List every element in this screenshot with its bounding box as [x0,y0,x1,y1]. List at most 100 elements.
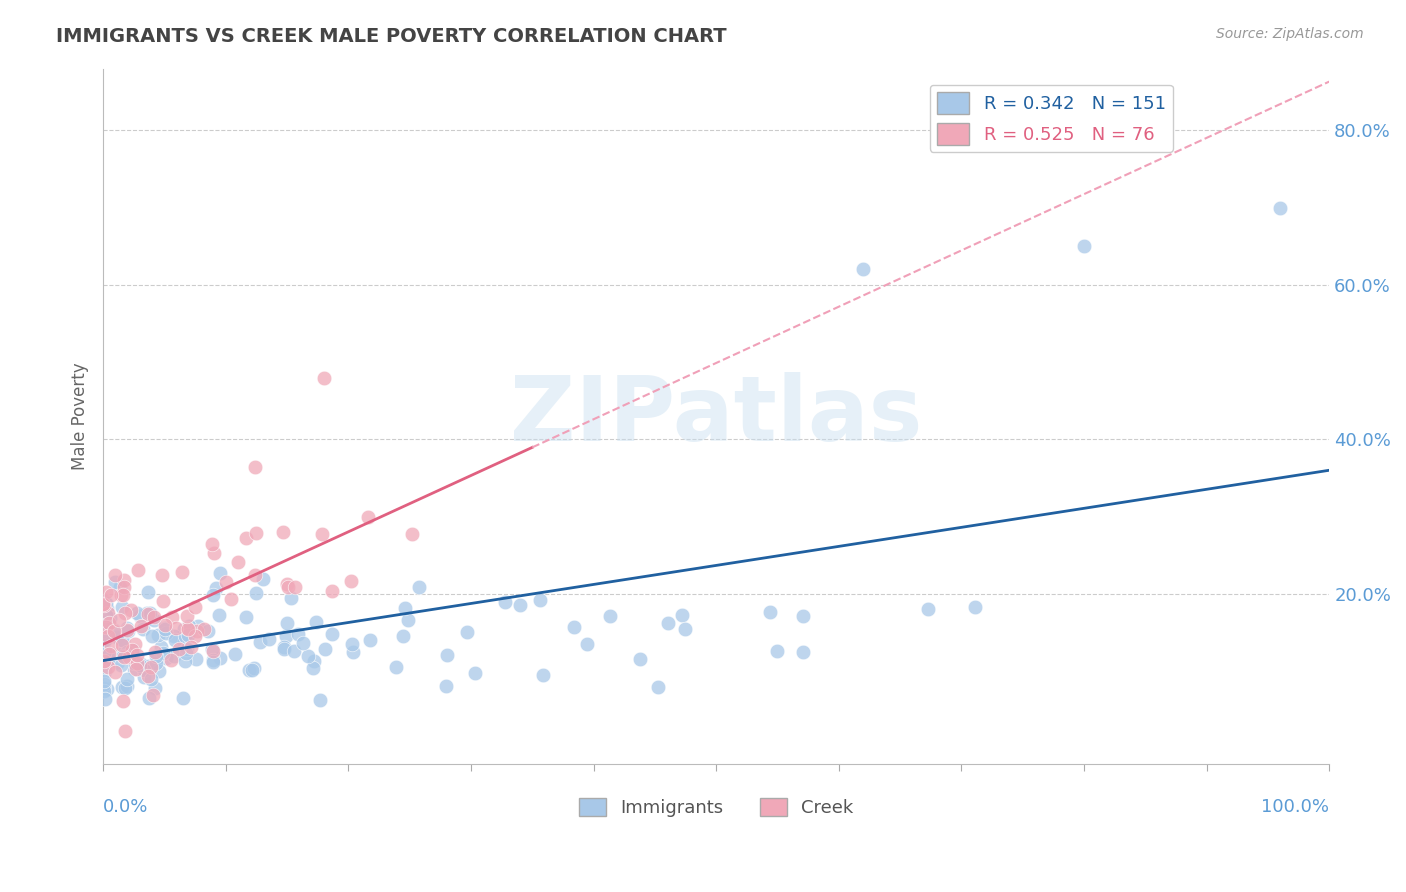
Point [132,664,155,678]
Point [145,645,167,659]
Point [93,684,115,698]
Point [215,574,238,589]
Point [145,656,167,670]
Point [385,660,408,674]
Point [202,546,225,560]
Point [396,613,419,627]
Point [173,654,195,668]
Point [104,665,127,680]
Point [170,565,193,579]
Point [142,688,165,702]
Point [105,630,128,644]
Point [359,632,381,647]
Point [94,644,117,658]
Y-axis label: Male Poverty: Male Poverty [72,362,89,470]
Point [93,655,115,669]
Point [131,619,153,633]
Point [160,653,183,667]
Point [628,651,651,665]
Point [127,607,149,621]
Point [172,691,194,706]
Point [110,580,132,594]
Point [173,635,195,649]
Point [321,584,343,599]
Point [94,620,117,634]
Point [152,594,174,608]
Legend: Immigrants, Creek: Immigrants, Creek [572,790,860,824]
Point [122,643,145,657]
Point [141,672,163,686]
Point [224,647,246,661]
Point [115,621,138,635]
Point [150,640,173,655]
Text: Source: ZipAtlas.com: Source: ZipAtlas.com [1216,27,1364,41]
Point [401,527,423,541]
Point [110,588,132,602]
Point [243,568,266,582]
Point [143,610,166,624]
Point [94,692,117,706]
Point [309,693,332,707]
Point [314,642,336,657]
Point [153,623,176,637]
Point [464,665,486,680]
Point [111,600,134,615]
Point [152,646,174,660]
Point [132,622,155,636]
Point [177,622,200,636]
Point [599,609,621,624]
Point [121,643,143,657]
Point [122,662,145,676]
Point [97,653,120,667]
Point [94,596,117,610]
Point [111,638,134,652]
Point [94,584,117,599]
Point [98,611,121,625]
Point [163,629,186,643]
Point [302,661,325,675]
Point [127,657,149,671]
Point [91,643,114,657]
Point [183,600,205,615]
Point [155,621,177,635]
Point [202,644,225,658]
Point [177,619,200,633]
Point [150,567,173,582]
Point [340,574,363,589]
Point [112,574,135,588]
Point [852,262,875,277]
Point [111,632,134,647]
Point [193,622,215,636]
Point [284,580,307,594]
Point [112,632,135,647]
Point [103,623,125,637]
Point [209,651,232,665]
Point [91,597,114,611]
Point [104,574,127,589]
Point [205,581,228,595]
Point [93,594,115,608]
Point [135,606,157,620]
Point [93,615,115,629]
Point [111,680,134,694]
Point [342,645,364,659]
Point [357,510,380,524]
Point [274,629,297,643]
Point [98,652,121,666]
Point [112,588,135,602]
Point [134,670,156,684]
Point [177,628,200,642]
Point [128,657,150,672]
Point [114,681,136,696]
Point [186,624,208,638]
Point [128,609,150,624]
Point [245,586,267,600]
Point [115,672,138,686]
Point [103,624,125,638]
Point [576,637,599,651]
Point [252,572,274,586]
Point [287,627,309,641]
Point [394,601,416,615]
Text: IMMIGRANTS VS CREEK MALE POVERTY CORRELATION CHART: IMMIGRANTS VS CREEK MALE POVERTY CORRELA… [56,27,727,45]
Point [235,610,257,624]
